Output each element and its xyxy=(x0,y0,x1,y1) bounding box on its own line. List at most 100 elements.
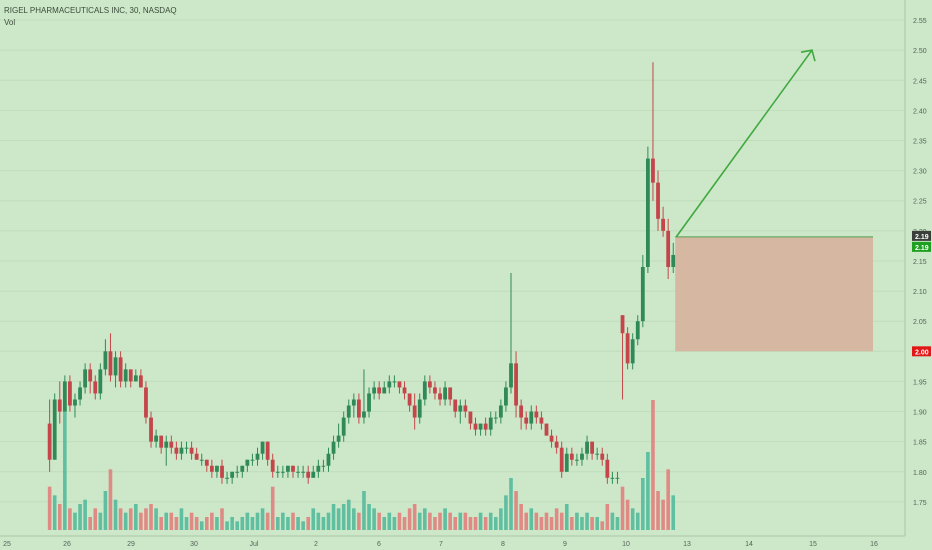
candle-body xyxy=(230,471,235,478)
volume-bar xyxy=(524,512,529,530)
volume-bar xyxy=(630,508,635,530)
candle-body xyxy=(585,441,589,454)
volume-bar xyxy=(98,512,103,530)
candle-body xyxy=(595,453,600,455)
candle-body xyxy=(52,399,57,460)
candle-body xyxy=(174,447,179,454)
volume-bar xyxy=(47,486,52,530)
volume-bar xyxy=(641,478,645,530)
time-tick-label: 13 xyxy=(683,541,691,548)
candle-body xyxy=(93,381,98,394)
volume-bar xyxy=(83,499,87,530)
candle-body xyxy=(57,399,62,412)
candle-body xyxy=(296,471,300,473)
volume-bar xyxy=(296,517,300,530)
volume-bars xyxy=(47,400,676,530)
volume-bar xyxy=(210,512,214,530)
volume-bar xyxy=(93,508,98,530)
candle-body xyxy=(123,369,128,382)
volume-bar xyxy=(260,508,265,530)
price-tick-label: 2.50 xyxy=(913,48,927,55)
candle-body xyxy=(615,477,620,479)
time-tick-label: 10 xyxy=(622,541,630,548)
candle-body xyxy=(321,465,326,467)
volume-bar xyxy=(397,512,402,530)
candle-body xyxy=(549,435,554,442)
candle-body xyxy=(133,375,138,382)
price-tick-label: 2.55 xyxy=(913,18,927,25)
candle-body xyxy=(88,369,93,382)
volume-bar xyxy=(458,512,463,530)
last-price-badge: 2.19 xyxy=(915,234,929,241)
volume-bar xyxy=(316,512,321,530)
volume-bar xyxy=(534,512,539,530)
current-price-badge-bg xyxy=(912,241,931,252)
candle-body xyxy=(458,405,463,412)
candle-body xyxy=(524,417,529,424)
candle-body xyxy=(610,477,615,479)
candle-body xyxy=(559,447,564,472)
candle-body xyxy=(265,441,270,460)
candle-body xyxy=(372,387,377,394)
volume-bar xyxy=(113,499,118,530)
volume-bar xyxy=(509,478,513,530)
volume-bar xyxy=(164,512,169,530)
volume-bar xyxy=(453,517,458,530)
candle-body xyxy=(483,423,488,430)
candle-body xyxy=(154,435,158,442)
candle-body xyxy=(250,459,255,461)
volume-bar xyxy=(352,508,356,530)
volume-bar xyxy=(402,517,407,530)
candle-body xyxy=(402,387,407,394)
candle-body xyxy=(544,423,549,436)
volume-bar xyxy=(407,508,412,530)
volume-bar xyxy=(595,517,599,530)
volume-bar xyxy=(149,504,153,530)
volume-bar xyxy=(635,512,640,530)
volume-bar xyxy=(341,504,346,530)
candle-body xyxy=(630,339,635,364)
volume-bar xyxy=(488,512,493,530)
price-tick-label: 2.05 xyxy=(913,319,927,326)
candle-body xyxy=(392,381,397,383)
time-tick-label: 16 xyxy=(870,541,878,548)
volume-bar xyxy=(52,495,57,530)
volume-bar xyxy=(357,512,361,530)
volume-bar xyxy=(392,517,397,530)
candle-body xyxy=(164,441,169,448)
volume-bar xyxy=(63,400,67,530)
volume-bar xyxy=(57,504,62,530)
candle-body xyxy=(336,435,341,442)
candle-body xyxy=(656,182,660,219)
volume-bar xyxy=(387,512,392,530)
volume-bar xyxy=(346,499,351,530)
volume-bar xyxy=(417,512,422,530)
volume-bar xyxy=(108,469,113,530)
volume-bar xyxy=(205,517,209,530)
volume-bar xyxy=(504,495,508,530)
volume-bar xyxy=(423,508,427,530)
last-price-badge-bg xyxy=(912,230,931,241)
volume-bar xyxy=(88,517,92,530)
candle-body xyxy=(417,399,422,418)
candle-body xyxy=(554,441,559,448)
volume-bar xyxy=(230,517,234,530)
candle-body xyxy=(291,465,295,472)
volume-bar xyxy=(281,512,285,530)
current-price-badge: 2.19 xyxy=(915,245,929,252)
volume-label: Vol xyxy=(4,18,16,27)
candle-body xyxy=(199,459,204,461)
volume-bar xyxy=(159,517,163,530)
volume-bar xyxy=(194,517,199,530)
price-tick-label: 2.30 xyxy=(913,169,927,176)
volume-bar xyxy=(478,512,483,530)
time-tick-label: 14 xyxy=(745,541,753,548)
volume-bar xyxy=(671,495,676,530)
candle-body xyxy=(382,387,387,394)
candle-body xyxy=(504,387,508,406)
volume-bar xyxy=(590,517,594,530)
target-arrow xyxy=(675,49,813,238)
candle-body xyxy=(514,363,518,406)
volume-bar xyxy=(336,508,341,530)
volume-bar xyxy=(331,504,336,530)
